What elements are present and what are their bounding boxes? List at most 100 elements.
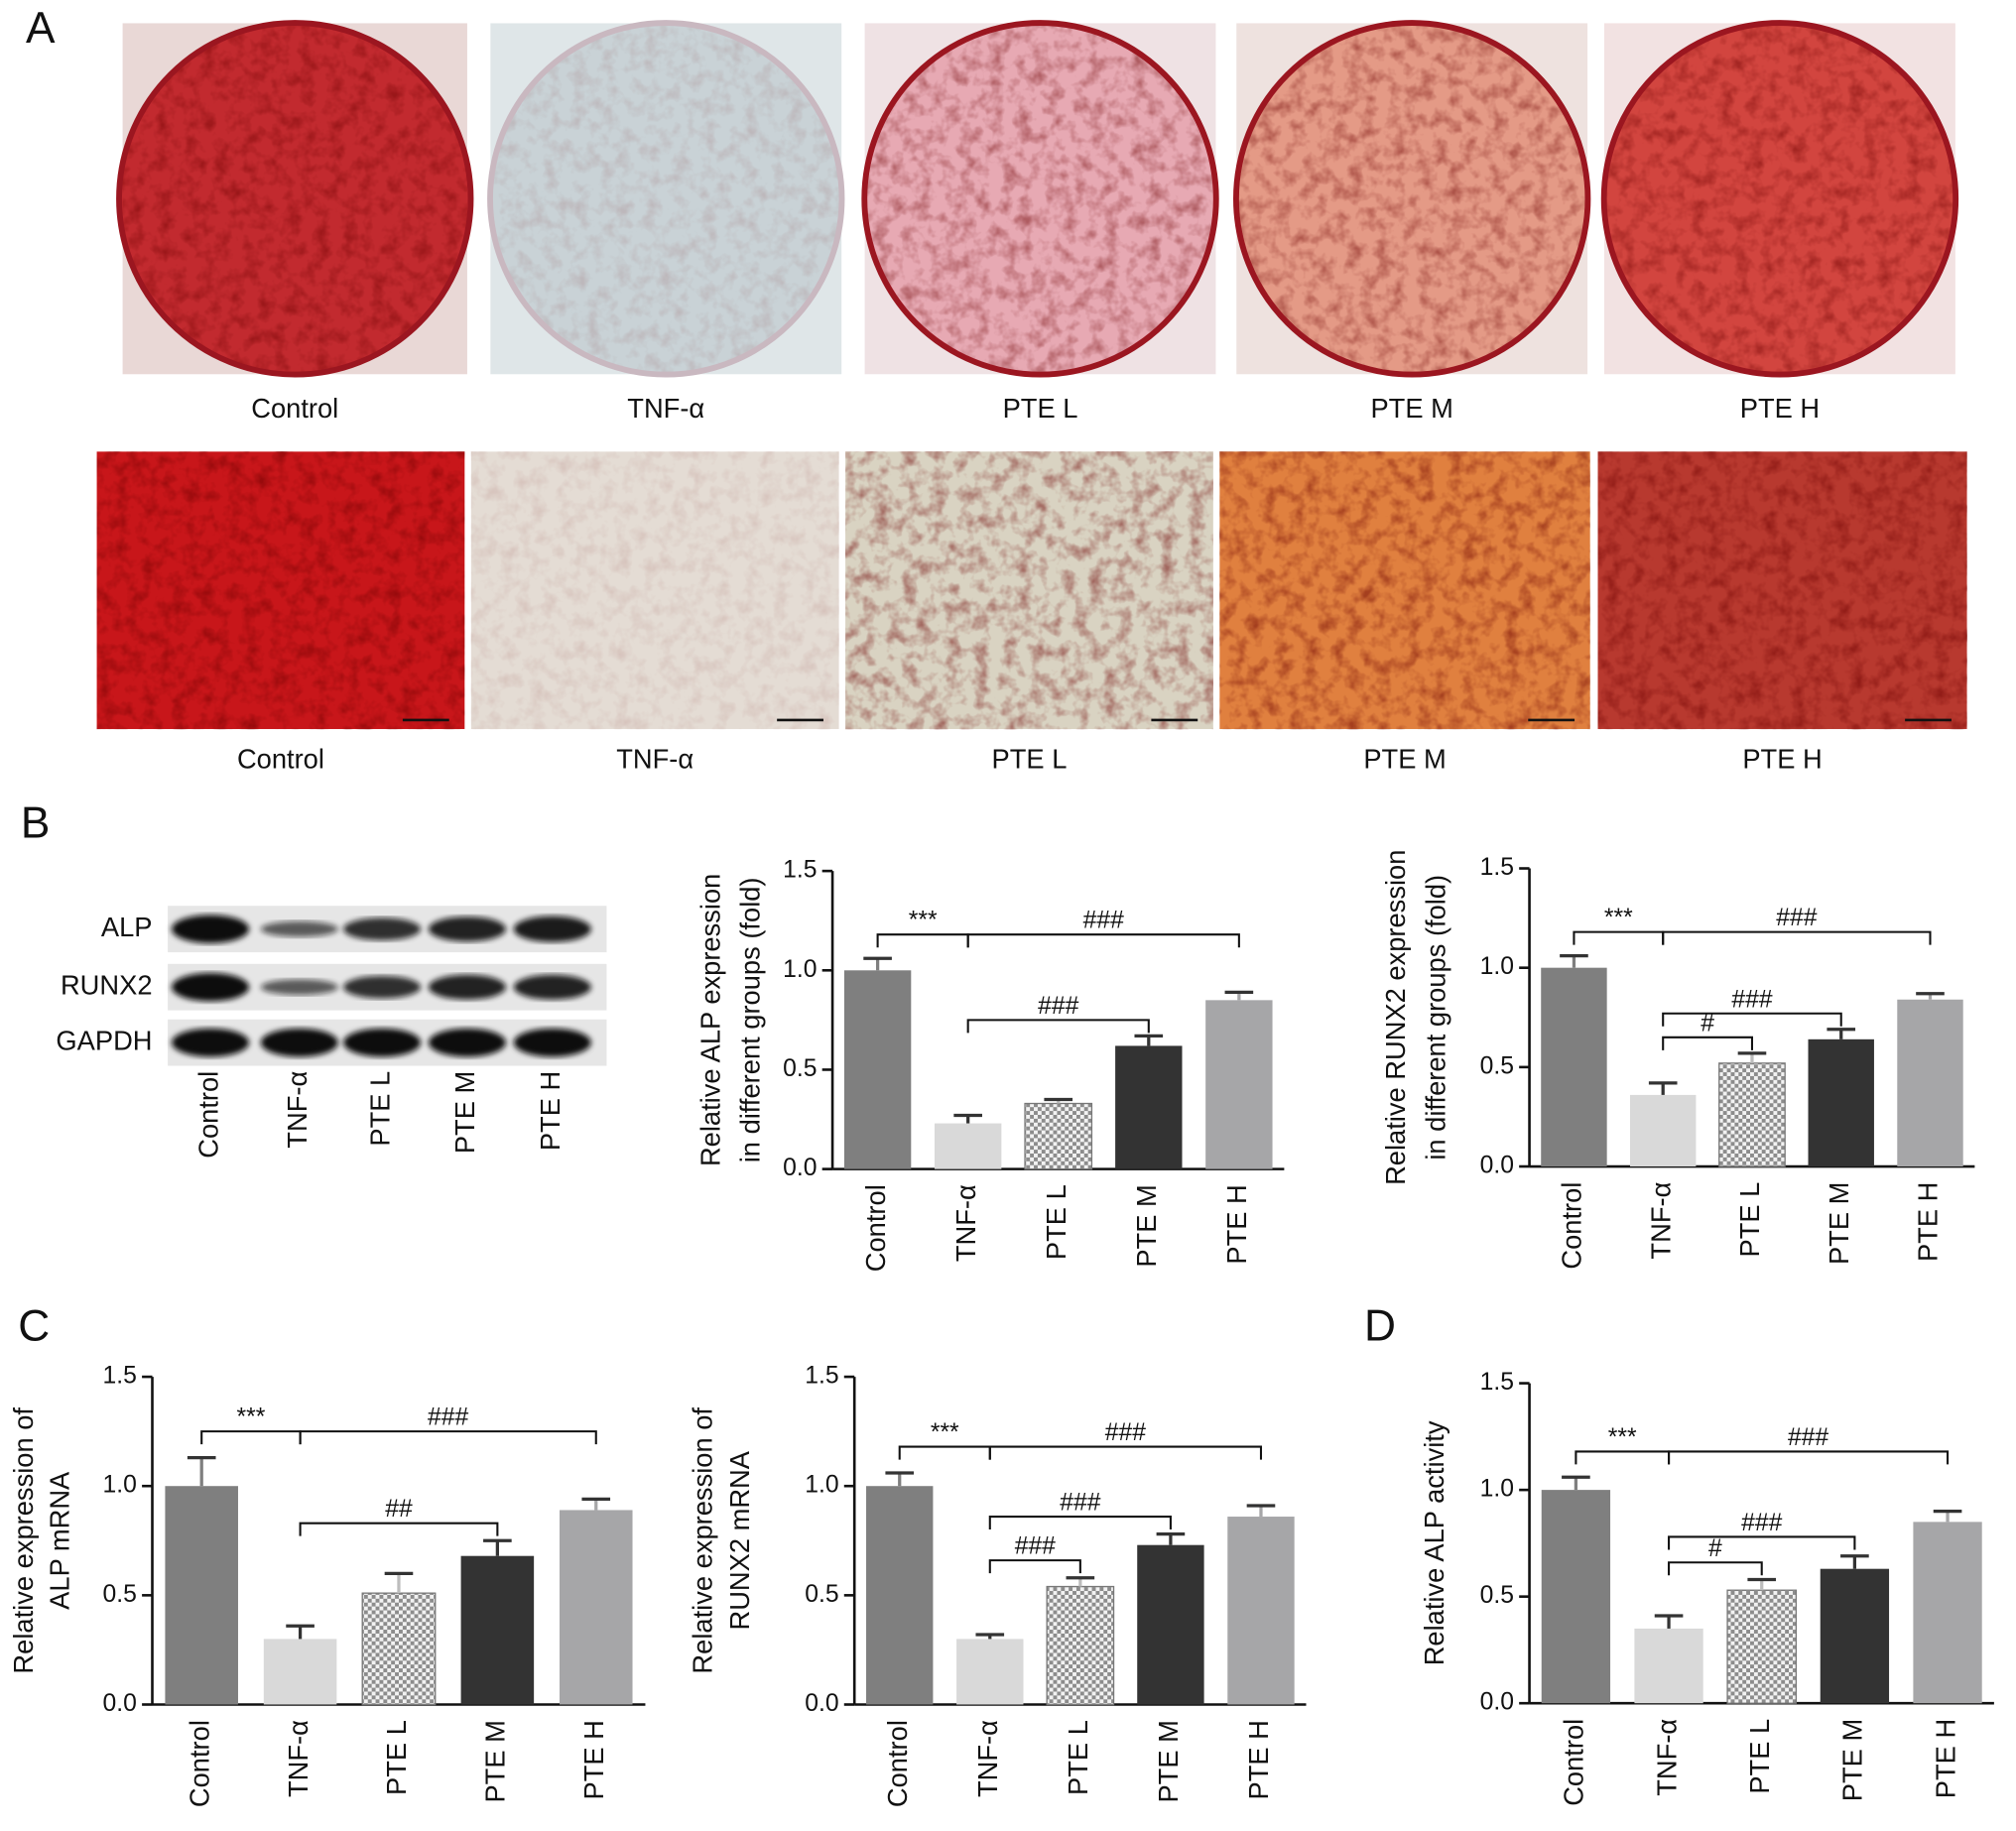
significance-bracket (1668, 1535, 1856, 1550)
significance-bracket (1662, 1036, 1754, 1050)
significance-label: *** (909, 908, 938, 934)
band-label: RUNX2 (61, 969, 153, 1000)
bar (1629, 1094, 1697, 1167)
significance-label: ## (385, 1496, 413, 1523)
bar (460, 1555, 535, 1705)
bar (1541, 967, 1607, 1167)
significance-bracket (299, 1430, 597, 1445)
y-tick-label: 0.5 (805, 1581, 838, 1608)
significance-label: ### (1038, 993, 1078, 1020)
y-tick-label: 1.0 (1480, 1476, 1514, 1503)
x-tick-label: Control (1559, 1719, 1589, 1806)
bar (1137, 1544, 1204, 1705)
significance-label: *** (931, 1419, 959, 1446)
y-tick-label: 1.0 (103, 1472, 137, 1499)
blot-band (172, 1028, 250, 1057)
plate-rim (861, 20, 1219, 378)
micrograph-texture (1597, 451, 1967, 730)
plate-label: PTE M (1370, 393, 1452, 424)
bar (1913, 1522, 1982, 1704)
bar (1726, 1589, 1798, 1704)
bar (1541, 1490, 1611, 1704)
y-axis-label: Relative ALP activity (1419, 1420, 1449, 1665)
x-tick-label: PTE L (1734, 1182, 1765, 1258)
x-tick-label: TNF-α (972, 1720, 1003, 1797)
band-label: ALP (101, 912, 153, 942)
significance-label: ### (1060, 1490, 1100, 1517)
plate-label: Control (251, 393, 338, 424)
significance-bracket (299, 1522, 499, 1536)
y-axis-label: Relative expression of (688, 1407, 718, 1674)
x-tick-label: PTE M (1837, 1719, 1868, 1801)
x-tick-label: PTE M (1153, 1720, 1184, 1802)
bar (559, 1510, 633, 1705)
blot-band (513, 916, 591, 942)
plate-rim (116, 20, 474, 378)
y-tick-label: 0.5 (1480, 1052, 1514, 1079)
significance-label: ### (1083, 908, 1124, 934)
y-tick-label: 0.0 (783, 1155, 817, 1181)
plate-label: PTE H (1740, 393, 1820, 424)
significance-label: ### (428, 1404, 468, 1431)
significance-label: *** (236, 1404, 265, 1431)
bar (1024, 1102, 1093, 1170)
significance-label: ### (1741, 1510, 1782, 1536)
y-tick-label: 1.5 (805, 1363, 838, 1390)
significance-bracket (1662, 930, 1932, 945)
lane-label: PTE M (449, 1071, 480, 1154)
panel-label: B (21, 798, 51, 847)
significance-bracket (1668, 1450, 1950, 1465)
x-tick-label: TNF-α (950, 1184, 981, 1262)
significance-bracket (876, 933, 969, 948)
plate-texture (492, 26, 839, 372)
significance-bracket (966, 1019, 1150, 1034)
lane-label: Control (192, 1071, 223, 1159)
plate-label: PTE L (1003, 393, 1078, 424)
blot-band (513, 1028, 591, 1057)
micrograph-texture (845, 451, 1213, 730)
y-axis-label: Relative RUNX2 expression (1380, 850, 1411, 1185)
blot-band (260, 920, 338, 937)
x-tick-label: Control (1557, 1182, 1587, 1270)
blot-band (172, 972, 250, 1002)
x-tick-label: PTE H (1221, 1184, 1252, 1264)
significance-label: ### (1731, 986, 1772, 1013)
x-tick-label: PTE M (480, 1720, 511, 1802)
x-tick-label: PTE H (1243, 1720, 1274, 1799)
blot-band (343, 975, 422, 999)
plate-rim (487, 20, 845, 378)
y-tick-label: 1.5 (1480, 854, 1514, 881)
significance-bracket (1575, 1450, 1671, 1465)
bar (1115, 1045, 1183, 1169)
significance-label: ### (1788, 1424, 1828, 1451)
significance-bracket (1573, 930, 1665, 945)
y-tick-label: 0.5 (1480, 1582, 1514, 1609)
bar (934, 1123, 1002, 1169)
y-axis-label: Relative expression of (8, 1407, 39, 1674)
x-tick-label: PTE H (578, 1720, 609, 1799)
blot-band (428, 1028, 506, 1057)
x-tick-label: PTE L (1744, 1719, 1775, 1794)
y-tick-label: 1.5 (783, 857, 817, 884)
band-label: GAPDH (56, 1025, 152, 1055)
y-axis-label: Relative ALP expression (694, 874, 725, 1166)
micrograph-label: TNF-α (616, 744, 693, 775)
x-tick-label: PTE L (1063, 1720, 1093, 1795)
significance-label: ### (1776, 905, 1817, 931)
y-tick-label: 1.5 (1480, 1369, 1514, 1396)
significance-bracket (988, 1516, 1172, 1530)
micrograph-label: PTE H (1742, 744, 1822, 775)
significance-bracket (200, 1430, 302, 1445)
x-tick-label: PTE H (1913, 1182, 1944, 1262)
y-axis-label: RUNX2 mRNA (724, 1450, 755, 1630)
plate-texture (867, 26, 1213, 372)
y-tick-label: 0.0 (1480, 1153, 1514, 1179)
x-tick-label: PTE H (1930, 1719, 1960, 1798)
x-tick-label: TNF-α (283, 1720, 314, 1797)
bar (866, 1486, 934, 1705)
y-tick-label: 0.0 (1480, 1689, 1514, 1716)
bar (1820, 1568, 1890, 1704)
x-tick-label: TNF-α (1645, 1182, 1676, 1260)
bar (843, 970, 912, 1169)
